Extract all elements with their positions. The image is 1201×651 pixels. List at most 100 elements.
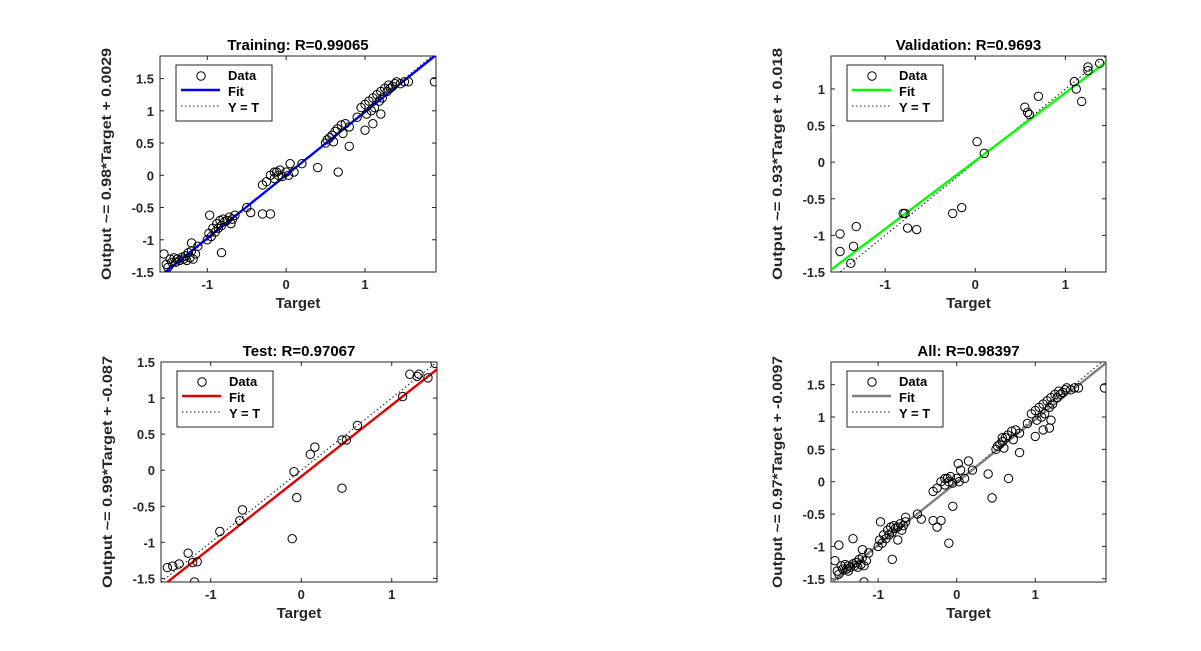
all-data-point (897, 525, 907, 535)
test-identity-line (161, 362, 437, 582)
all-legend-fit-label: Fit (899, 390, 916, 405)
test-legend-data-marker (197, 377, 207, 387)
training-data-point (188, 254, 198, 264)
validation-xtick-label: 1 (1062, 277, 1069, 292)
training-xtick-label: 1 (361, 277, 368, 292)
all-data-point (900, 512, 911, 522)
all-data-point (967, 465, 978, 475)
training-data-point (390, 79, 400, 89)
validation-data-point (900, 208, 910, 219)
validation-data-point (835, 246, 845, 257)
validation-data-point (848, 241, 859, 252)
all-data-point (893, 535, 903, 545)
training-data-point (269, 167, 280, 177)
validation-data-point (972, 136, 982, 147)
training-data-point (366, 106, 377, 116)
test-data-point (337, 483, 347, 493)
training-xlabel: Target (276, 295, 321, 312)
test-data-point (414, 369, 424, 379)
all-data-point (1036, 412, 1047, 422)
training-data-point (281, 167, 291, 177)
all-data-point (1032, 415, 1042, 425)
training-data-point (283, 170, 294, 180)
test-data-point (289, 466, 299, 477)
all-data-point (997, 433, 1007, 443)
all-data-layer (831, 362, 1106, 582)
test-data-point (192, 557, 202, 567)
training-data-point (399, 77, 410, 87)
training-data-point (216, 247, 227, 258)
test-legend-data-label: Data (229, 374, 258, 389)
all-data-point (843, 566, 853, 576)
all-data-point (983, 469, 993, 479)
training-data-point (226, 218, 236, 229)
test-data-point (189, 577, 200, 582)
training-data-point (377, 93, 388, 103)
training-ytick-label: 1.5 (136, 72, 154, 87)
all-data-point (959, 473, 970, 484)
all-data-point (889, 521, 899, 531)
all-legend-identity-label: Y = T (899, 406, 930, 421)
test-ytick-label: 0 (148, 463, 155, 478)
training-data-point (245, 207, 256, 218)
test-xlabel: Target (277, 605, 322, 622)
training-data-point (160, 249, 169, 259)
all-data-point (1014, 447, 1025, 458)
validation-xlabel: Target (946, 295, 991, 312)
training-data-point (224, 212, 235, 222)
validation-ytick-label: 0 (818, 155, 825, 170)
training-data-point (338, 128, 348, 139)
test-data-point (235, 515, 245, 526)
all-data-point (1044, 402, 1055, 412)
all-data-point (1008, 434, 1018, 445)
training-ylabel: Output ~= 0.98*Target + 0.0029 (98, 48, 114, 280)
test-data-point (168, 561, 178, 571)
all-data-point (948, 501, 958, 511)
training-data-point (275, 165, 285, 175)
training-data-point (172, 254, 183, 264)
test-data-point (397, 391, 408, 402)
validation-data-point (851, 221, 861, 232)
all-fit-line (831, 362, 1106, 582)
training-data-point (175, 255, 185, 266)
test-data-point (174, 559, 184, 569)
training-data-point (352, 112, 362, 122)
training-legend-fit-label: Fit (228, 84, 245, 99)
validation-data-point (1022, 107, 1033, 118)
all-data-point (859, 561, 869, 571)
all-legend-box (846, 370, 944, 428)
all-ytick-label: 0.5 (807, 442, 825, 457)
all-title: All: R=0.98397 (917, 343, 1019, 360)
training-data-point (360, 125, 370, 135)
all-ytick-label: 1 (818, 410, 825, 425)
test-fit-line (165, 368, 437, 582)
test-data-point (352, 420, 363, 431)
all-data-point (944, 538, 954, 548)
training-data-point (230, 210, 240, 220)
all-ytick-label: 0 (818, 475, 825, 490)
all-data-point (940, 473, 950, 484)
all-data-point (1052, 392, 1062, 403)
training-ytick-label: -0.5 (132, 201, 154, 216)
test-data-point (183, 548, 193, 558)
validation-data-point (1094, 58, 1105, 69)
all-xlabel: Target (946, 605, 991, 622)
test-legend-identity-label: Y = T (229, 406, 260, 421)
test-data-point (305, 449, 316, 460)
all-data-point (900, 517, 911, 527)
validation-legend-data-marker (867, 71, 877, 81)
training-data-point (376, 109, 386, 119)
all-data-point (987, 493, 997, 503)
validation-data-point (979, 148, 989, 159)
test-data-point (237, 505, 248, 515)
validation-data-layer (831, 56, 1106, 272)
training-data-point (403, 77, 414, 87)
training-data-point (368, 119, 378, 129)
training-data-point (333, 167, 343, 177)
